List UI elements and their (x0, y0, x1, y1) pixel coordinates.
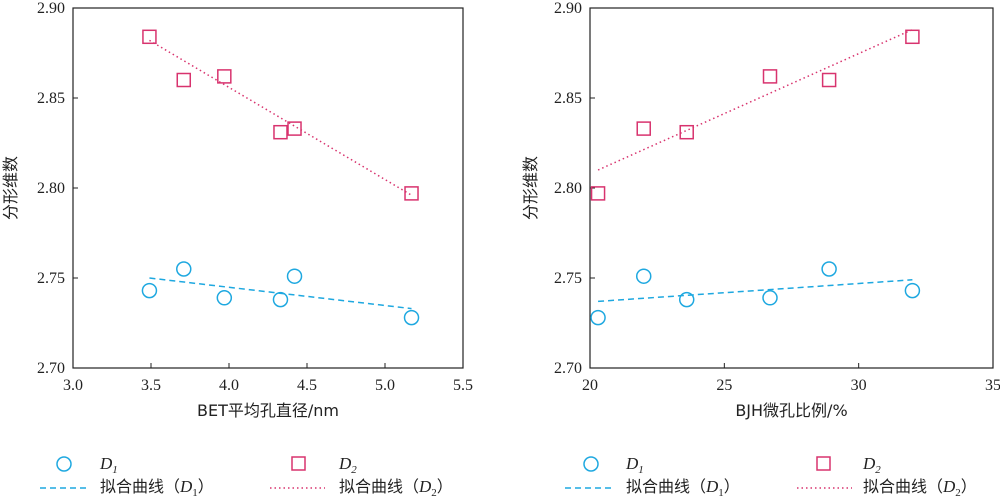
fit-line-d1 (598, 279, 913, 303)
legend-d2-fit-label: 拟合曲线（D2） (863, 477, 977, 497)
data-point-d1 (216, 290, 233, 306)
y-tick-label: 2.70 (37, 360, 65, 377)
chart-panel-right: 20 25 30 35 2.70 2.75 2.80 2.85 2.90 BJH微孔比例/% 分形维… (521, 0, 1000, 420)
data-point-d1 (141, 282, 158, 299)
y-tick-label: 2.75 (554, 270, 582, 287)
data-point-d1 (403, 309, 420, 326)
legend-d2-label: D2 (862, 454, 881, 476)
data-point-d1 (635, 268, 652, 284)
data-point-d2 (821, 72, 837, 88)
fit-line-d2 (597, 28, 913, 171)
y-tick-label: 2.70 (554, 360, 582, 377)
x-tick-label: 30 (851, 377, 867, 394)
x-tick-label: 5.5 (453, 377, 473, 394)
x-tick-label: 3.0 (63, 377, 83, 394)
legend-d1-circle-marker (56, 456, 72, 472)
x-axis-label: BET平均孔直径/nm (197, 401, 339, 420)
x-tick-label: 3.5 (141, 377, 161, 394)
x-tick-label: 4.5 (297, 377, 317, 394)
y-tick-label: 2.85 (37, 90, 65, 107)
x-tick-label: 4.0 (219, 377, 239, 394)
chart-panel-left: 3.0 3.5 4.0 4.5 5.0 5.5 2.70 2.75 2.80 2.85 2.90 BE… (1, 0, 473, 420)
data-point-d2 (287, 121, 302, 136)
y-tick-label: 2.75 (37, 270, 65, 287)
x-axis-label: BJH微孔比例/% (735, 401, 847, 420)
legend-d1-fit-label: 拟合曲线（D1） (100, 477, 214, 497)
legend-d1-fit-label: 拟合曲线（D1） (626, 477, 740, 497)
y-tick-label: 2.80 (37, 180, 65, 197)
y-axis-label: 分形维数 (1, 156, 20, 220)
data-point-d2 (762, 69, 778, 84)
data-point-d2 (176, 72, 192, 88)
data-point-d2 (273, 124, 288, 140)
x-tick-label: 25 (716, 377, 732, 394)
y-tick-label: 2.90 (554, 0, 582, 17)
fit-line-d2 (149, 39, 412, 196)
legend-d2-square-marker (291, 456, 306, 471)
x-tick-label: 5.0 (375, 377, 395, 394)
plot-frame (589, 7, 994, 369)
data-point-d2 (142, 29, 157, 45)
legend-d1-circle-marker (583, 456, 599, 472)
y-tick-label: 2.85 (554, 90, 582, 107)
data-point-d1 (904, 282, 921, 299)
data-point-d2 (590, 186, 606, 201)
legend-d2-fit-label: 拟合曲线（D2） (339, 477, 453, 497)
data-point-d1 (678, 291, 695, 308)
x-tick-label: 35 (985, 377, 1000, 394)
data-point-d1 (286, 268, 303, 284)
data-point-d1 (176, 261, 192, 277)
legend-right: D1 D2 拟合曲线（D1） 拟合曲线（D2） (565, 454, 977, 497)
y-axis-label: 分形维数 (521, 156, 540, 220)
data-point-d1 (762, 290, 778, 306)
data-point-d1 (590, 309, 606, 326)
legend-d2-square-marker (816, 456, 831, 471)
data-point-d1 (821, 261, 837, 277)
y-tick-label: 2.90 (37, 0, 65, 17)
legend-d1-label: D1 (99, 454, 118, 476)
data-point-d2 (636, 121, 651, 136)
data-point-d2 (905, 29, 920, 45)
legend-d2-label: D2 (338, 454, 357, 476)
legend-d1-label: D1 (625, 454, 644, 476)
data-point-d2 (679, 124, 694, 140)
data-point-d2 (404, 186, 419, 201)
data-point-d1 (272, 291, 289, 308)
legend-left: D1 D2 拟合曲线（D1） 拟合曲线（D2） (40, 454, 453, 497)
y-tick-label: 2.80 (554, 180, 582, 197)
x-tick-label: 20 (582, 377, 598, 394)
data-point-d2 (217, 69, 232, 84)
